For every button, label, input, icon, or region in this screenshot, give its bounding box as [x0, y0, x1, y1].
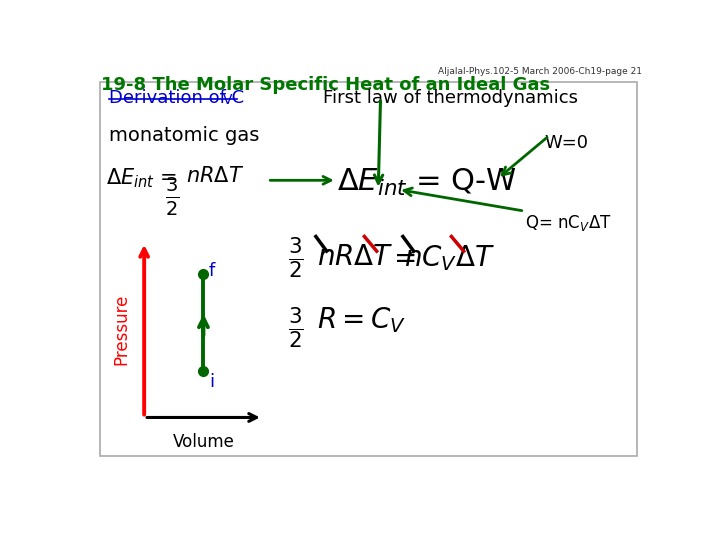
Text: $nR\Delta T$: $nR\Delta T$ [186, 166, 244, 186]
Text: $\Delta E_{int}$ =: $\Delta E_{int}$ = [106, 166, 177, 190]
Text: $\Delta E_{int}$ = Q-W: $\Delta E_{int}$ = Q-W [337, 166, 516, 198]
Text: Aljalal-Phys.102-5 March 2006-Ch19-page 21: Aljalal-Phys.102-5 March 2006-Ch19-page … [438, 67, 642, 76]
Text: $\frac{3}{2}$: $\frac{3}{2}$ [288, 305, 304, 350]
FancyBboxPatch shape [99, 82, 637, 456]
Text: W=0: W=0 [544, 134, 588, 152]
Text: $nC_V\Delta T$: $nC_V\Delta T$ [404, 244, 495, 273]
Text: $\frac{3}{2}$: $\frac{3}{2}$ [288, 236, 304, 281]
Text: $=$: $=$ [388, 244, 416, 272]
Text: i: i [209, 373, 214, 391]
Text: $nR\Delta T$: $nR\Delta T$ [317, 244, 393, 272]
Text: f: f [209, 262, 215, 280]
Text: $R= C_V$: $R= C_V$ [317, 305, 406, 335]
Text: First law of thermodynamics: First law of thermodynamics [323, 90, 577, 107]
Text: 19-8 The Molar Specific Heat of an Ideal Gas: 19-8 The Molar Specific Heat of an Ideal… [101, 76, 550, 94]
Text: Pressure: Pressure [112, 294, 130, 366]
Text: Derivation of C: Derivation of C [109, 90, 244, 107]
Text: Volume: Volume [173, 433, 235, 451]
Text: $\frac{3}{2}$: $\frac{3}{2}$ [165, 176, 179, 218]
Text: Q= nC$_V\Delta$T: Q= nC$_V\Delta$T [525, 213, 611, 233]
Text: monatomic gas: monatomic gas [109, 126, 259, 145]
Text: V: V [222, 92, 232, 106]
